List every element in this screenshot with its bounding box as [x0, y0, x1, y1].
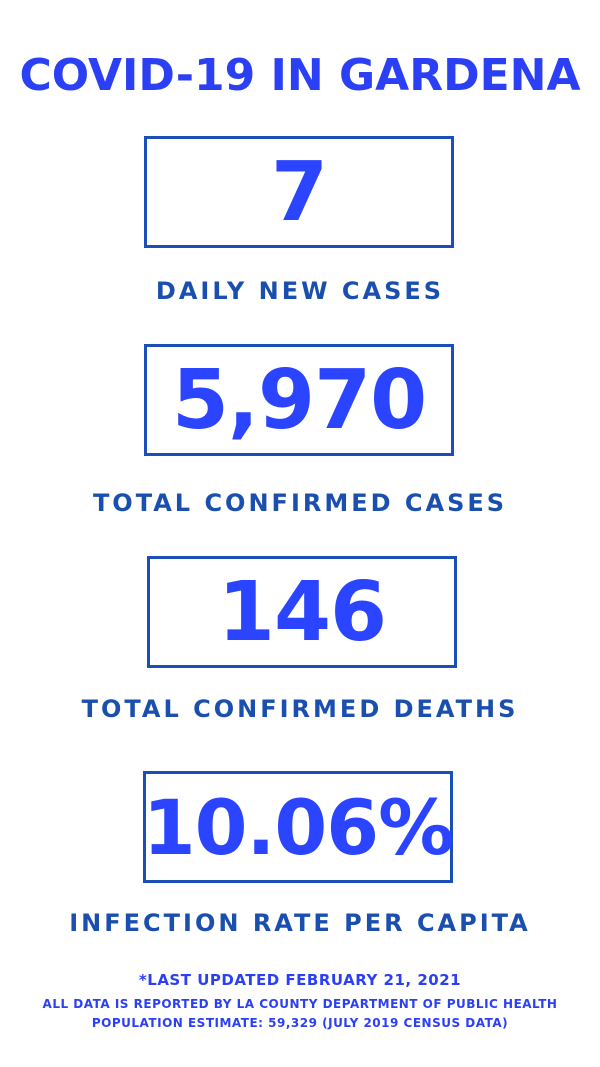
- last-updated: *LAST UPDATED FEBRUARY 21, 2021: [138, 971, 462, 989]
- total-cases-box: 5,970: [144, 344, 454, 456]
- stat-value: 10.06%: [142, 782, 455, 872]
- daily-new-cases-box: 7: [144, 136, 454, 248]
- page-title: COVID-19 IN GARDENA: [19, 50, 581, 101]
- data-source: ALL DATA IS REPORTED BY LA COUNTY DEPART…: [42, 997, 558, 1011]
- stat-label: DAILY NEW CASES: [155, 277, 445, 305]
- stat-value: 146: [217, 564, 387, 660]
- stat-value: 7: [270, 144, 328, 240]
- stat-label: TOTAL CONFIRMED DEATHS: [81, 695, 519, 723]
- total-deaths-box: 146: [147, 556, 457, 668]
- stat-label: TOTAL CONFIRMED CASES: [92, 489, 508, 517]
- stat-value: 5,970: [171, 352, 427, 448]
- stat-label: INFECTION RATE PER CAPITA: [69, 909, 531, 937]
- infection-rate-box: 10.06%: [142, 771, 455, 883]
- population-estimate: POPULATION ESTIMATE: 59,329 (JULY 2019 C…: [91, 1016, 509, 1030]
